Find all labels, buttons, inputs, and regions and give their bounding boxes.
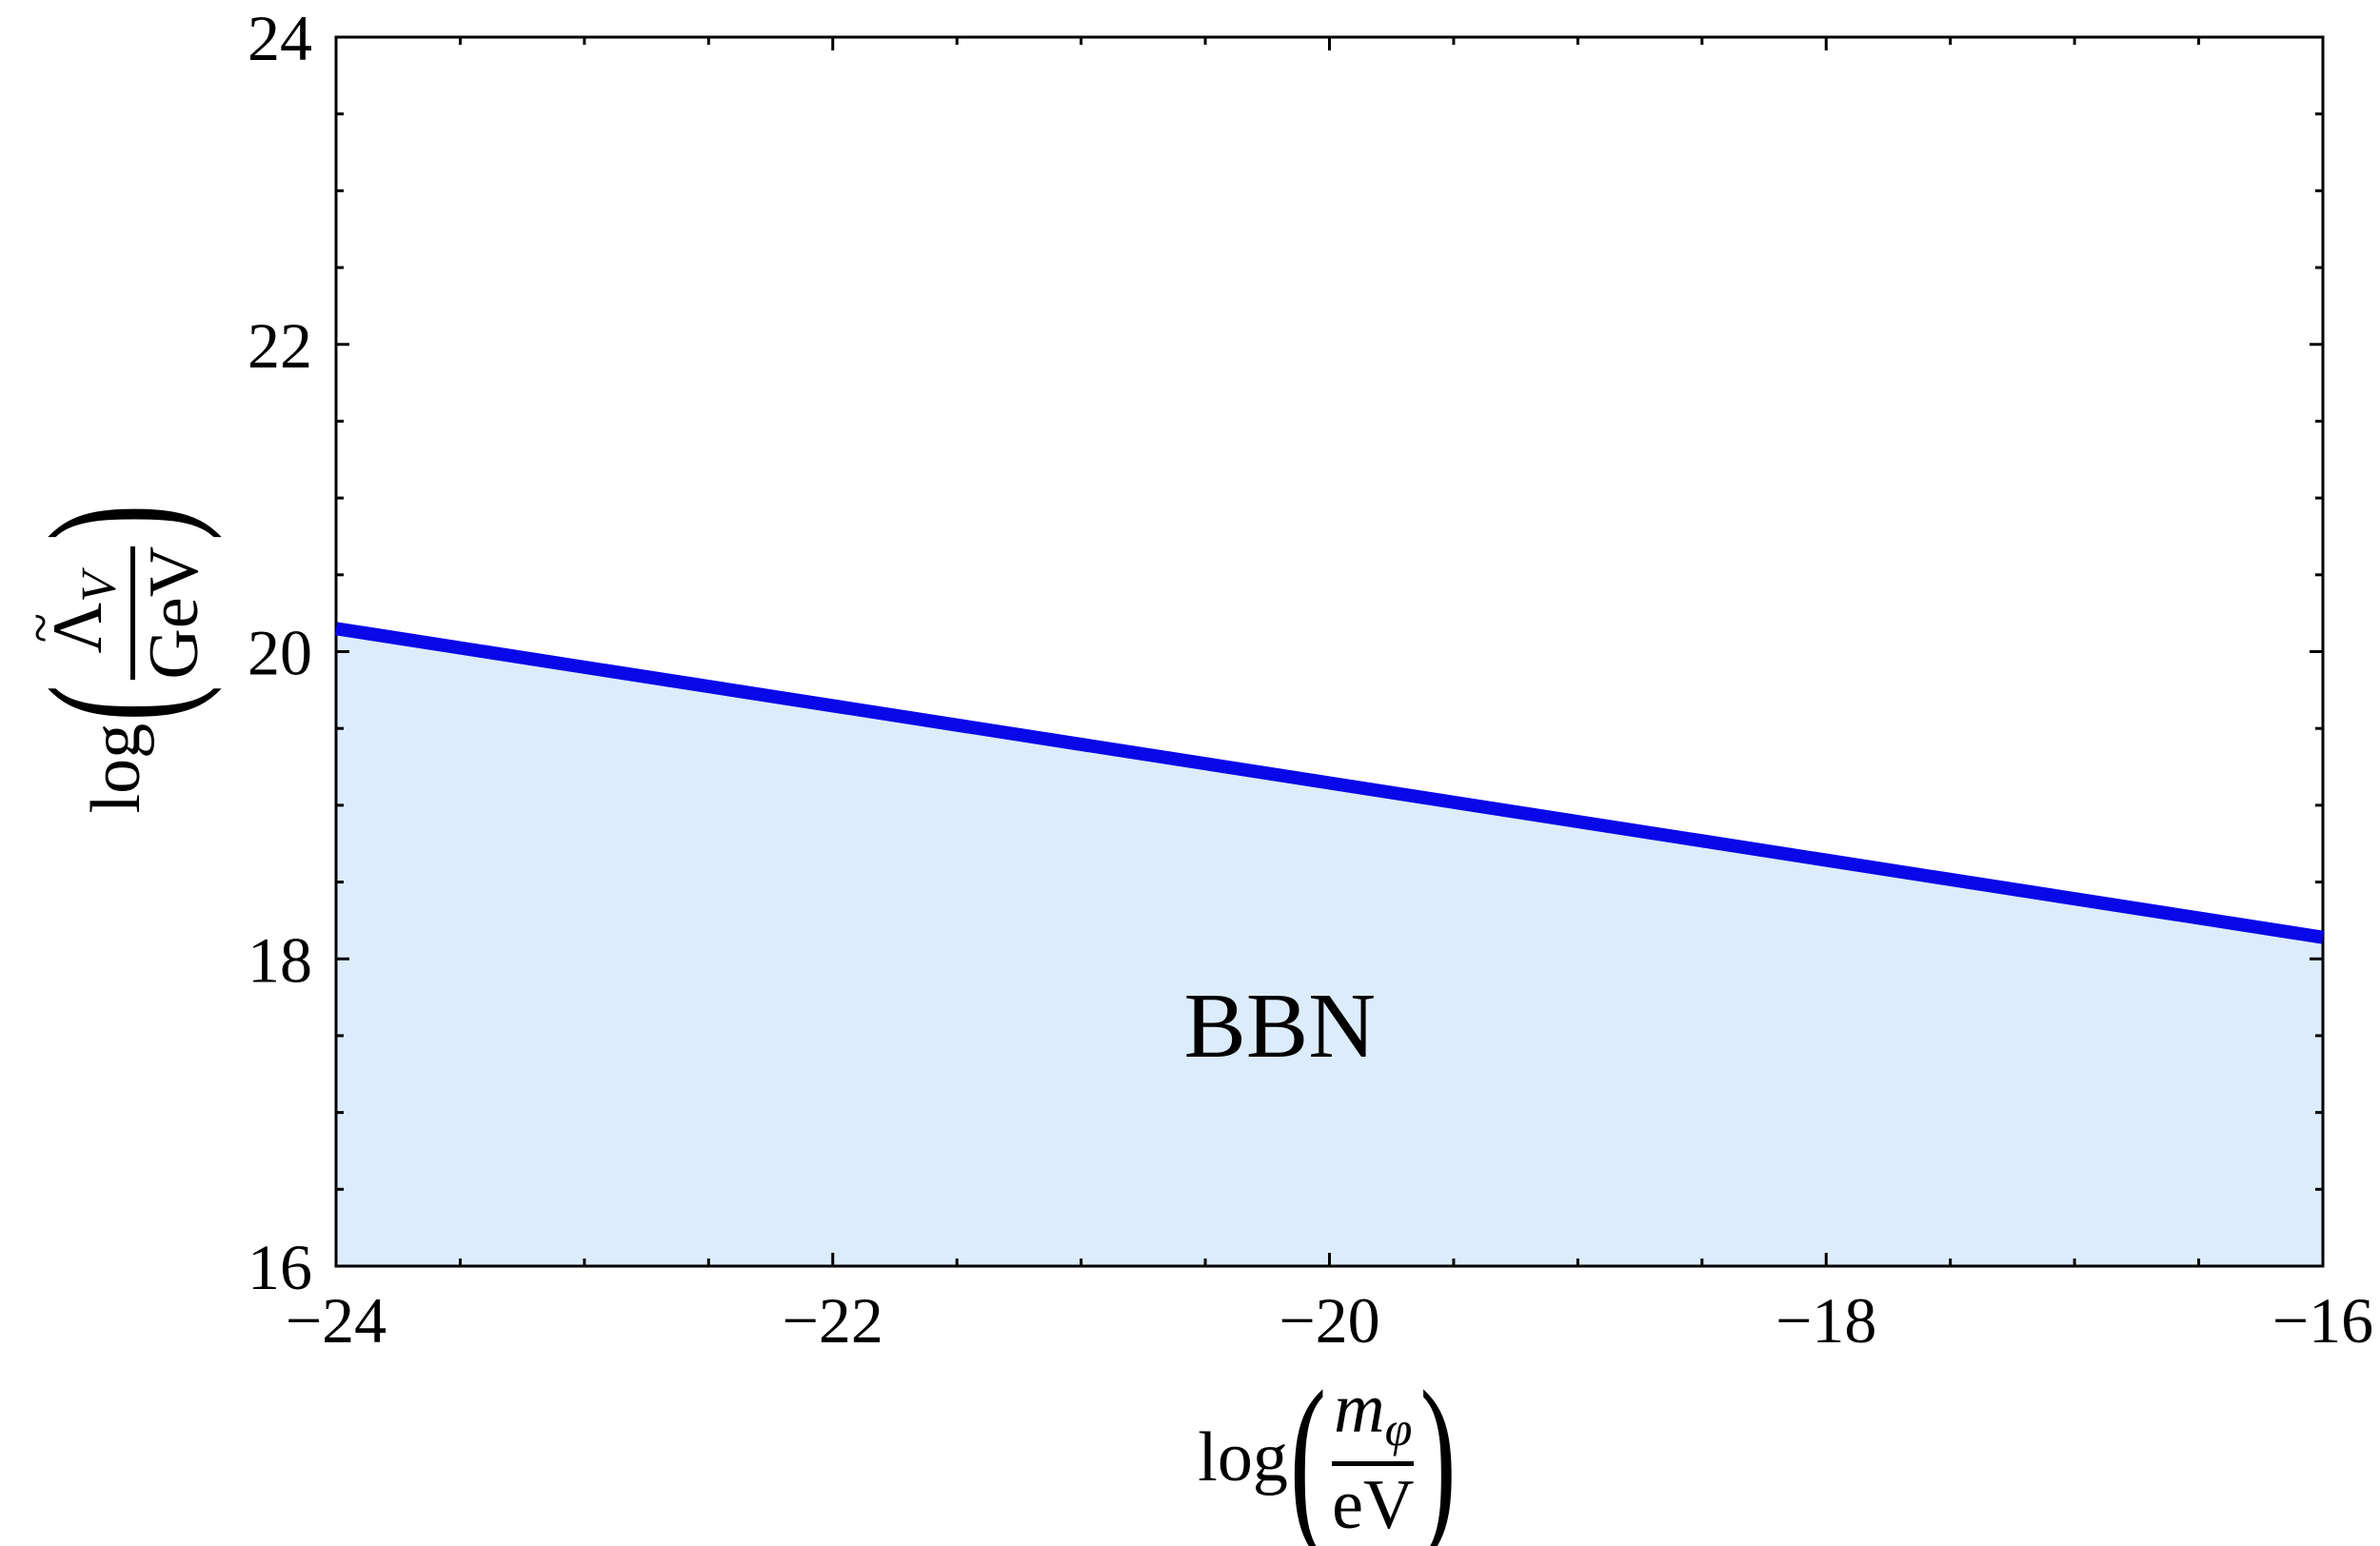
x-tick-label: −20 [1279,1284,1379,1357]
x-label-log: log [1198,1418,1288,1496]
y-tick-label: 24 [248,2,312,74]
y-label-numerator: Λ ~ V [11,572,127,653]
x-label-subscript-phi: φ [1384,1402,1413,1457]
region-label-bbn: BBN [1183,975,1377,1079]
x-tick-label: −16 [2272,1284,2373,1357]
bbn-bound-line [334,622,2325,944]
y-tick-label: 18 [248,923,312,996]
x-label-numerator: mφ [1334,1373,1413,1457]
fraction-bar [1332,1460,1415,1466]
plot-frame [334,35,2325,1268]
m-symbol: m [1334,1369,1385,1448]
y-tick-label: 22 [248,309,312,382]
x-label-fraction: mφ eV [1332,1373,1415,1544]
x-tick-label: −22 [783,1284,883,1357]
y-label-denominator: GeV [134,545,213,680]
y-axis-label: log( Λ ~ V GeV) [2,477,230,839]
y-tick-label: 16 [248,1231,312,1303]
x-tick-label: −24 [286,1284,387,1357]
excluded-region-fill [336,628,2323,1266]
x-label-open-paren-icon: ( [1289,1351,1327,1546]
x-tick-label: −18 [1775,1284,1876,1357]
x-label-denominator: eV [1332,1465,1415,1544]
x-axis-label: log(mφ eV) [1147,1361,1509,1546]
y-label-subscript: V [71,572,127,603]
y-label-open-paren-icon: ( [10,684,223,722]
tilde-accent-icon: ~ [10,613,71,644]
y-label-fraction: Λ ~ V GeV [11,545,213,680]
y-label-close-paren-icon: ) [10,504,223,541]
y-tick-label: 20 [248,617,312,689]
x-label-close-paren-icon: ) [1419,1351,1457,1546]
fraction-bar [129,545,135,680]
y-label-log: log [77,723,155,814]
